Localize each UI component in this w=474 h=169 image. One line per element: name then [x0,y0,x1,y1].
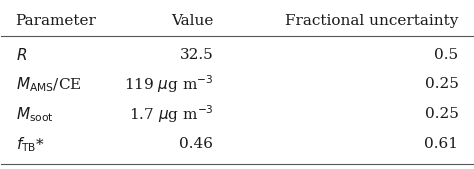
Text: $f_{\rm TB}$*: $f_{\rm TB}$* [16,135,45,154]
Text: Parameter: Parameter [16,14,96,28]
Text: $M_{\rm AMS}$/CE: $M_{\rm AMS}$/CE [16,75,81,94]
Text: 0.46: 0.46 [180,137,213,151]
Text: 0.61: 0.61 [425,137,458,151]
Text: 119 $\mu$g m$^{-3}$: 119 $\mu$g m$^{-3}$ [124,74,213,95]
Text: Fractional uncertainty: Fractional uncertainty [285,14,458,28]
Text: 1.7 $\mu$g m$^{-3}$: 1.7 $\mu$g m$^{-3}$ [128,104,213,125]
Text: $R$: $R$ [16,47,27,63]
Text: 0.25: 0.25 [425,78,458,91]
Text: $M_{\rm soot}$: $M_{\rm soot}$ [16,105,53,124]
Text: Value: Value [171,14,213,28]
Text: 0.5: 0.5 [434,48,458,62]
Text: 32.5: 32.5 [180,48,213,62]
Text: 0.25: 0.25 [425,107,458,121]
